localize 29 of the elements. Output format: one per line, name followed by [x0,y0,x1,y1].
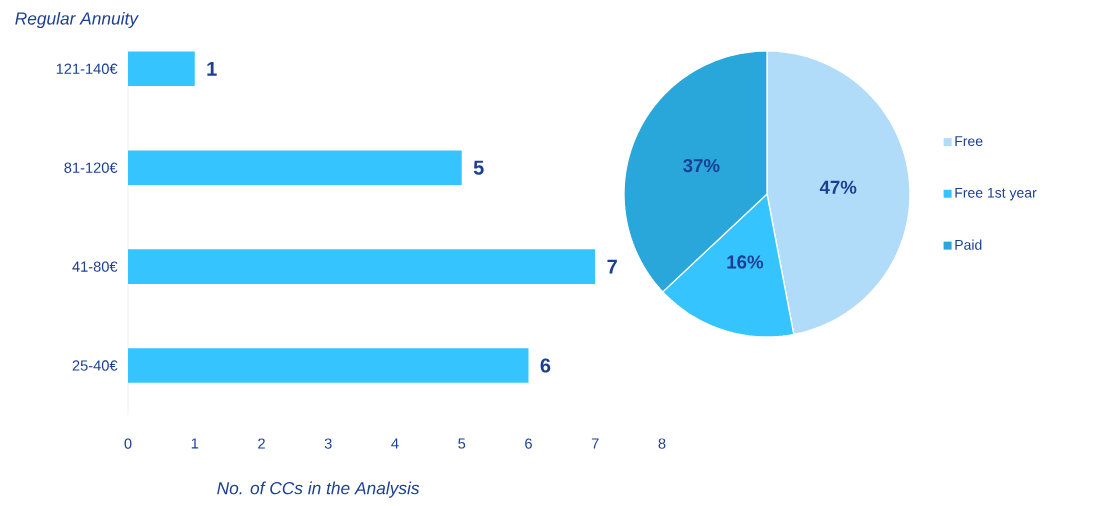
x-tick-label: 8 [658,438,666,449]
data-label: 6 [540,358,551,373]
data-label: 47% [819,180,857,194]
bar [128,249,596,284]
data-label: 37% [683,158,720,173]
x-axis-title: No. of CCs in the Analysis [217,481,420,498]
bar [128,150,462,186]
x-tick-label: 6 [525,438,532,449]
y-tick-label: 81-120€ [64,162,118,173]
legend-label: Free 1st year [955,187,1037,201]
y-axis-title: Regular Annuity [15,11,139,29]
x-tick-label: 4 [391,438,399,449]
data-label: 16% [727,255,764,269]
data-label: 7 [607,259,617,274]
data-label: 1 [207,61,217,76]
legend-label: Free [955,136,983,147]
bar [128,348,529,383]
x-tick-label: 5 [458,438,466,449]
data-label: 5 [473,160,484,175]
bar [128,51,195,87]
y-tick-label: 121-140€ [56,63,118,74]
x-tick-label: 3 [324,438,332,449]
x-tick-label: 0 [124,438,132,449]
x-tick-label: 7 [591,438,599,449]
legend-label: Paid [955,239,982,250]
x-tick-label: 2 [258,438,265,449]
y-tick-label: 41-80€ [72,261,118,272]
x-tick-label: 1 [191,438,199,449]
y-tick-label: 25-40€ [72,360,118,371]
